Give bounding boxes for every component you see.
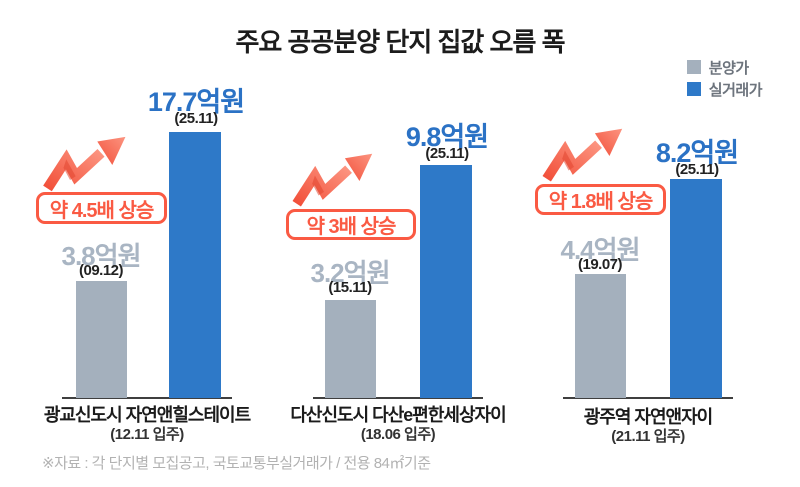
legend-item-actual-price: 실거래가 (686, 78, 763, 100)
sale-price-date: (19.07) (577, 256, 623, 273)
actual-price-bar (169, 132, 221, 398)
sale-price-value: 3.8억원 (61, 241, 142, 271)
move-in-date: (12.11 입주) (110, 426, 184, 443)
actual-price-value: 17.7억원 (147, 87, 245, 117)
sale-price-date: (09.12) (78, 262, 124, 279)
complex-name: 광주역 자연앤자이 (583, 407, 713, 427)
sale-price-bar (575, 274, 626, 398)
actual-price-value: 9.8억원 (405, 122, 489, 152)
sale-price-value: 3.2억원 (310, 258, 391, 288)
actual-price-date: (25.11) (675, 161, 719, 178)
sale-price-date: (15.11) (328, 279, 372, 296)
sale-price-value: 4.4억원 (560, 235, 641, 265)
source-footnote: ※자료 : 각 단지별 모집공고, 국토교통부실거래가 / 전용 84㎡기준 (42, 455, 431, 472)
rising-arrow-icon (290, 151, 378, 211)
rising-arrow-icon (40, 134, 132, 196)
complex-name: 다산신도시 다산e편한세상자이 (290, 405, 506, 425)
actual-price-bar (420, 165, 472, 398)
baseline (563, 397, 733, 399)
move-in-date: (18.06 입주) (360, 426, 436, 443)
actual-price-swatch (686, 82, 701, 96)
chart-title: 주요 공공분양 단지 집값 오름 폭 (235, 27, 565, 57)
legend-item-sale-price: 분양가 (686, 56, 762, 78)
complex-name: 광교신도시 자연앤힐스테이트 (43, 405, 251, 425)
sale-price-bar (325, 300, 376, 398)
increase-badge: 약 1.8배 상승 (535, 184, 666, 215)
baseline (313, 397, 483, 399)
legend-label: 실거래가 (708, 81, 763, 99)
move-in-date: (21.11 입주) (611, 428, 685, 445)
legend: 분양가 실거래가 (686, 56, 763, 100)
sale-price-swatch (686, 60, 701, 74)
actual-price-date: (25.11) (174, 110, 218, 127)
actual-price-date: (25.11) (425, 145, 469, 162)
actual-price-value: 8.2억원 (655, 138, 739, 168)
increase-badge: 약 4.5배 상승 (36, 192, 167, 224)
rising-arrow-icon (540, 126, 628, 186)
increase-badge: 약 3배 상승 (286, 209, 416, 240)
actual-price-bar (670, 179, 722, 398)
sale-price-bar (76, 281, 127, 398)
baseline (62, 397, 232, 399)
legend-label: 분양가 (708, 59, 749, 77)
